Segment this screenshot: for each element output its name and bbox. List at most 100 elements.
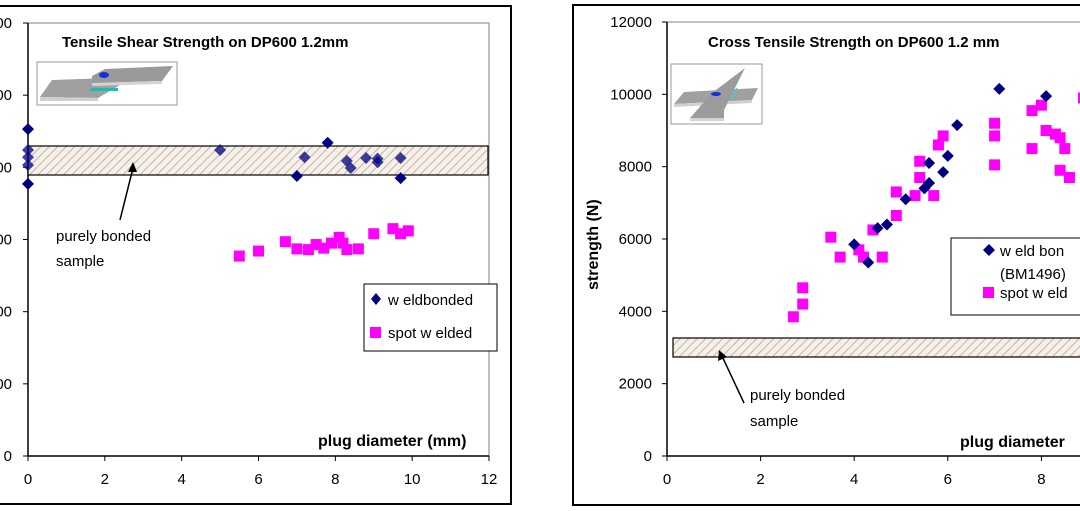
right-y-axis-title: strength (N): [585, 199, 602, 290]
weldbonded-point: [22, 159, 34, 172]
right-arrowhead-icon: [718, 350, 727, 361]
x-tick-label: 4: [850, 471, 858, 488]
y-tick-label: 00: [0, 87, 12, 104]
left-x-ticks: 0 2 4 6 8 10 12: [24, 456, 498, 488]
weldbonded-point: [290, 169, 303, 182]
weldbonded-point: [22, 144, 34, 157]
right-chart-title: Cross Tensile Strength on DP600 1.2 mm: [708, 34, 999, 51]
left-annotation-arrow: [119, 167, 134, 221]
left-legend-weldbonded: w eldbonded: [387, 292, 473, 309]
weldbonded-point: [848, 238, 861, 251]
weldbonded-point: [862, 256, 875, 269]
y-tick-label: 10000: [610, 86, 652, 103]
weldbonded-point: [298, 151, 311, 164]
right-legend-spot-welded: spot w eld: [1000, 285, 1068, 302]
y-tick-label: 6000: [619, 231, 652, 248]
right-y-ticks: 0 2000 4000 6000 8000 10000 12000: [610, 14, 667, 465]
right-legend: w eld bon (BM1496) spot w eld: [950, 237, 1080, 316]
left-legend: w eldbonded spot w elded: [363, 283, 498, 352]
spot-welded-point: [1059, 143, 1071, 155]
x-tick-label: 8: [1037, 471, 1045, 488]
spot-welded-point: [337, 237, 349, 249]
y-tick-label: 2000: [619, 376, 652, 393]
left-legend-spot-welded: spot w elded: [388, 325, 472, 342]
weldbonded-point: [22, 123, 34, 136]
spot-welded-point: [876, 251, 888, 263]
weldbonded-point: [360, 151, 373, 164]
spot-welded-point: [858, 251, 870, 263]
spot-welded-point: [1078, 92, 1080, 104]
weldbonded-point: [993, 82, 1006, 95]
spot-welded-point: [1026, 105, 1038, 117]
spot-welded-point: [989, 159, 1001, 171]
left-data-points: [22, 123, 414, 262]
spot-welded-point: [1040, 125, 1052, 136]
spot-welded-point: [395, 228, 407, 240]
spot-welded-point: [825, 231, 837, 243]
weldbonded-point: [394, 151, 407, 164]
right-legend-weldbonded-sub: (BM1496): [1000, 266, 1066, 283]
spot-welded-point: [834, 251, 846, 263]
spot-welded-point: [325, 237, 337, 249]
weldbonded-point: [871, 222, 884, 235]
spot-welded-point: [253, 245, 264, 257]
right-chart: 0 2000 4000 6000 8000 10000 12000 0 2 4 6 8 streng…: [585, 14, 1080, 488]
x-tick-label: 4: [177, 471, 185, 488]
left-annotation-line1: purely bonded: [56, 228, 151, 245]
spot-welded-point: [279, 236, 291, 248]
y-tick-label: 12000: [610, 14, 652, 31]
cross-tension-specimen-icon: [670, 63, 763, 125]
spot-welded-point: [318, 242, 330, 254]
left-chart-title: Tensile Shear Strength on DP600 1.2mm: [62, 34, 348, 51]
x-tick-label: 12: [481, 471, 498, 488]
weldbonded-point: [899, 193, 912, 206]
weldbonded-point: [344, 162, 357, 175]
weldbonded-point: [394, 172, 407, 185]
x-tick-label: 8: [331, 471, 339, 488]
left-annotation-line2: sample: [56, 253, 104, 270]
y-tick-label: 00: [0, 232, 12, 249]
spot-welded-point: [341, 244, 353, 256]
right-annotation-line1: purely bonded: [750, 387, 845, 404]
y-tick-label: 0: [4, 448, 12, 465]
right-data-points: [787, 82, 1080, 323]
spot-welded-point: [914, 155, 926, 167]
left-purely-bonded-band: [27, 145, 489, 176]
spot-welded-point: [797, 282, 809, 294]
spot-welded-square-icon: [370, 327, 381, 338]
left-y-ticks: 0000000000000: [0, 15, 28, 465]
weldbonded-diamond-icon: [371, 293, 381, 305]
weldbonded-point: [941, 149, 954, 162]
left-x-axis-title: plug diameter (mm): [318, 433, 466, 450]
spot-welded-point: [1054, 164, 1066, 176]
weldbonded-point: [214, 144, 227, 157]
weldbonded-point: [22, 177, 34, 190]
spot-welded-point: [853, 244, 865, 256]
spot-welded-point: [291, 243, 303, 255]
spot-welded-point: [310, 239, 322, 251]
spot-welded-point: [890, 186, 902, 198]
spot-welded-point: [989, 117, 1001, 129]
spot-welded-point: [333, 231, 345, 243]
weldbonded-point: [923, 176, 936, 189]
spot-welded-point: [989, 130, 1001, 142]
x-tick-label: 6: [254, 471, 262, 488]
spot-welded-point: [797, 298, 809, 310]
spot-welded-point: [787, 311, 799, 323]
spot-welded-point: [1035, 99, 1047, 111]
x-tick-label: 10: [404, 471, 421, 488]
spot-welded-point: [368, 228, 380, 240]
spot-welded-point: [1063, 172, 1075, 184]
spot-welded-point: [928, 190, 940, 202]
spot-welded-point: [402, 225, 414, 237]
x-tick-label: 6: [944, 471, 952, 488]
y-tick-label: 00: [0, 15, 12, 32]
x-tick-label: 2: [101, 471, 109, 488]
weld-bonded-diamond-icon: [983, 244, 995, 256]
right-annotation-arrow: [721, 355, 745, 404]
spot-welded-point: [302, 244, 314, 256]
y-tick-label: 00: [0, 159, 12, 176]
y-tick-label: 00: [0, 376, 12, 393]
